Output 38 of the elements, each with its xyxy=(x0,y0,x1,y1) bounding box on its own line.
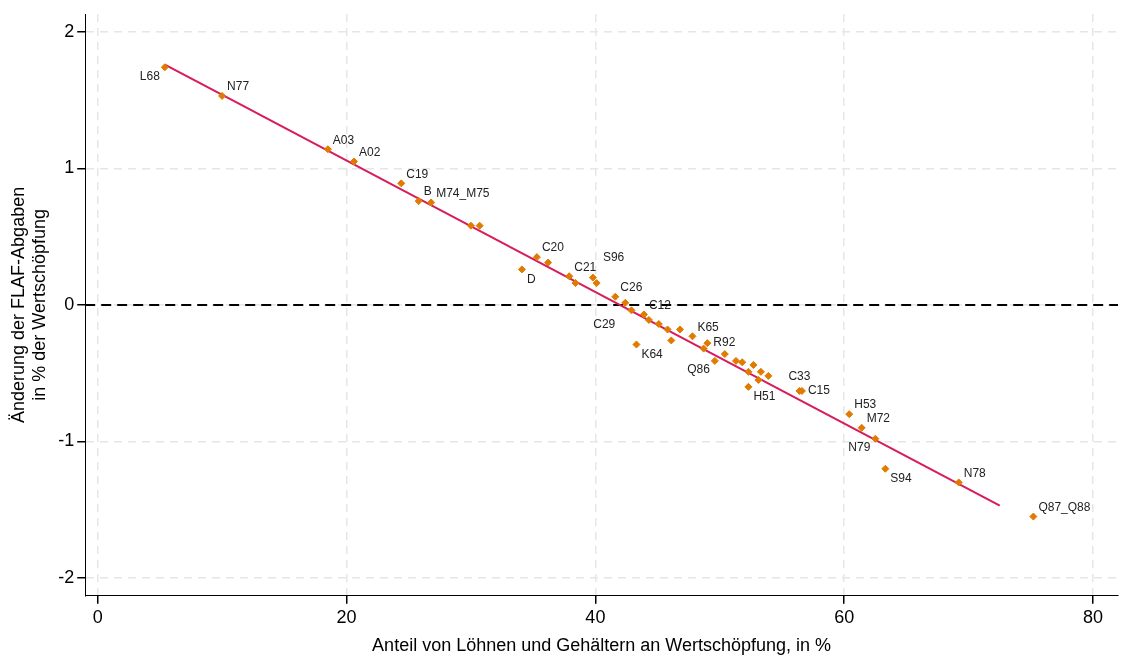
x-tick-label: 60 xyxy=(834,606,855,627)
data-label: H51 xyxy=(753,389,776,404)
y-tick-label: -1 xyxy=(58,430,75,451)
y-tick-label: 0 xyxy=(64,293,75,314)
data-label: C20 xyxy=(541,240,565,255)
data-label: B xyxy=(423,184,432,199)
data-label: D xyxy=(526,271,536,286)
data-label: L68 xyxy=(139,68,161,83)
data-label: C19 xyxy=(406,166,429,181)
x-tick-label: 80 xyxy=(1083,606,1104,627)
x-tick-label: 40 xyxy=(585,606,606,627)
data-label: Q87_Q88 xyxy=(1038,499,1091,514)
data-label: N78 xyxy=(963,465,987,480)
y-axis-title: Änderung der FLAF-Abgaben in % der Wertschöpfung xyxy=(7,186,50,423)
data-label: N77 xyxy=(227,79,250,94)
data-label: S96 xyxy=(602,249,625,264)
data-label: C21 xyxy=(574,259,597,274)
x-tick-label: 0 xyxy=(92,606,103,627)
data-label: C33 xyxy=(788,369,811,384)
y-tick-label: -2 xyxy=(58,567,75,588)
data-label: S94 xyxy=(890,471,912,486)
y-tick-label: 1 xyxy=(64,157,75,178)
y-tick-label: 2 xyxy=(64,20,75,41)
data-label: N79 xyxy=(848,440,871,455)
data-label: C26 xyxy=(620,280,643,295)
data-label: M74_M75 xyxy=(436,185,490,200)
data-label: C29 xyxy=(593,317,616,332)
data-label: R92 xyxy=(713,335,736,350)
x-tick-label: 20 xyxy=(336,606,357,627)
data-label: K64 xyxy=(641,346,664,361)
data-label: A02 xyxy=(358,144,381,159)
data-label: C15 xyxy=(807,383,831,398)
data-label: A03 xyxy=(332,132,355,147)
data-label: M72 xyxy=(866,411,891,426)
x-axis-title: Anteil von Löhnen und Gehältern an Wertschöpfung, in % xyxy=(372,635,832,656)
data-label: H53 xyxy=(854,397,877,412)
data-label: Q86 xyxy=(687,362,711,377)
data-label: K65 xyxy=(697,319,720,334)
